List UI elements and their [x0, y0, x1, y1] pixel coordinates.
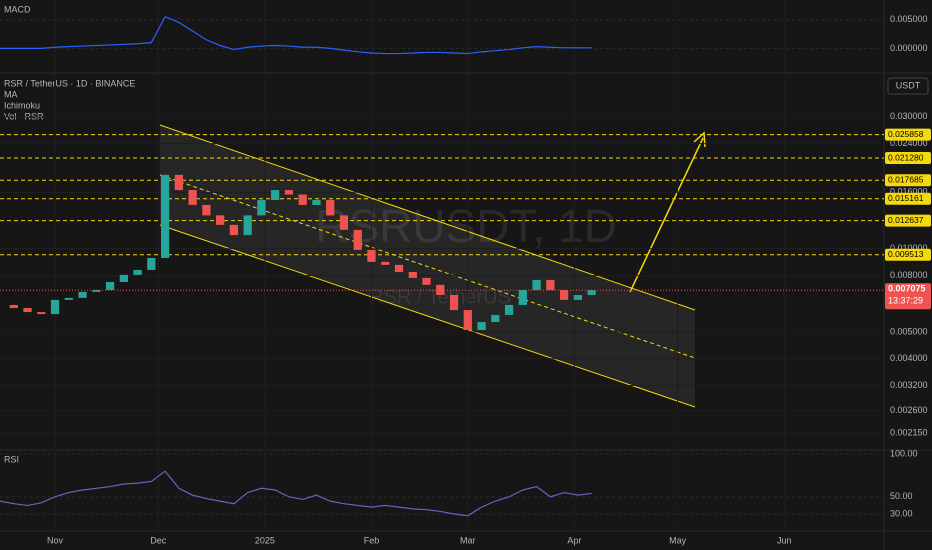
macd-title: MACD [4, 4, 31, 14]
y-tick-label: 0.024000 [890, 138, 928, 148]
channel-mid [159, 174, 696, 359]
y-tick-label: 0.004000 [890, 353, 928, 363]
candle [105, 281, 115, 290]
y-tick-label: 0.010000 [890, 243, 928, 253]
candle [284, 190, 294, 195]
candle [37, 312, 46, 315]
candle [463, 310, 472, 331]
candle [64, 297, 73, 300]
countdown: 13:37:29 [888, 296, 923, 306]
candle [119, 274, 128, 282]
candle [518, 289, 527, 305]
x-tick-label: May [669, 535, 687, 545]
level-tag [885, 128, 931, 141]
candle [367, 249, 376, 262]
level-label: 0.021280 [888, 152, 924, 162]
y-tick-label: 0.008000 [890, 270, 928, 280]
candle [298, 194, 307, 205]
candle [23, 308, 32, 313]
y-tick-label: 0.030000 [890, 111, 928, 121]
candle [271, 190, 280, 201]
rsi-tick-label: 30.00 [890, 508, 913, 518]
y-tick-label: 0.016000 [890, 187, 928, 197]
indicator: MA [4, 89, 18, 99]
candle [92, 289, 101, 292]
level-label: 0.012637 [888, 215, 924, 225]
y-tick-label: 0.005000 [890, 326, 928, 336]
x-tick-label: Jun [777, 535, 792, 545]
currency[interactable]: USDT [896, 80, 921, 90]
candle [532, 279, 541, 290]
level-label: 0.025858 [888, 129, 924, 139]
channel-upper [159, 124, 696, 311]
x-tick-label: Apr [567, 535, 581, 545]
macd-tick-label: 0.005000 [890, 14, 928, 24]
symbol-title: RSR / TetherUS · 1D · BINANCE [4, 78, 135, 88]
candle [160, 174, 170, 258]
candle [174, 174, 183, 191]
candle [436, 284, 445, 296]
level-label: 0.017685 [888, 175, 924, 185]
macd-tick-label: 0.000000 [890, 43, 928, 53]
x-tick-label: Nov [47, 535, 64, 545]
level-tag [885, 192, 931, 205]
level-tag [885, 214, 931, 227]
level-tag [885, 152, 931, 165]
y-tick-label: 0.002150 [890, 428, 928, 438]
level-label: 0.009513 [888, 249, 924, 259]
arrow-head [693, 131, 706, 148]
macd-line [0, 15, 592, 55]
candle [408, 271, 417, 278]
watermark: RSRUSDT, 1D [315, 200, 617, 252]
candle [394, 264, 404, 272]
candle [339, 215, 349, 230]
level-tag [885, 174, 931, 187]
candle [257, 200, 266, 216]
candle [422, 277, 431, 285]
candle [477, 322, 486, 331]
target-arrow [629, 137, 704, 293]
rsi-tick-label: 100.00 [890, 448, 918, 458]
candle [202, 204, 211, 216]
candle [133, 269, 142, 275]
candle [573, 295, 582, 300]
x-tick-label: Feb [364, 535, 380, 545]
watermark-sub: RSR / TetherUS [369, 286, 511, 308]
candle [546, 279, 555, 290]
candle [381, 261, 390, 265]
x-tick-label: 2025 [255, 535, 275, 545]
x-tick-label: Mar [460, 535, 476, 545]
candle [216, 215, 225, 225]
indicator: Ichimoku [4, 100, 40, 110]
rsi-title: RSI [4, 454, 19, 464]
candle [559, 289, 569, 300]
last-price-label: 0.007075 [888, 284, 926, 294]
candle [229, 224, 239, 236]
x-tick-label: Dec [150, 535, 167, 545]
candle [504, 304, 514, 315]
y-tick-label: 0.003200 [890, 380, 928, 390]
candle [147, 257, 156, 270]
candle [491, 314, 500, 323]
candle [243, 215, 252, 236]
level-tag [885, 248, 931, 261]
channel-lower [159, 224, 696, 408]
level-label: 0.015161 [888, 193, 924, 203]
rsi-line [0, 470, 592, 517]
candle [587, 290, 596, 296]
y-tick-label: 0.002600 [890, 405, 928, 415]
candle [312, 200, 321, 205]
candle [78, 291, 87, 298]
last-price-tag [885, 283, 931, 310]
candle [353, 229, 362, 250]
candle [50, 299, 60, 315]
candle [449, 295, 459, 311]
candle [9, 304, 18, 309]
candle [326, 200, 335, 216]
rsi-tick-label: 50.00 [890, 491, 913, 501]
candle [188, 190, 197, 205]
currency-box[interactable] [887, 77, 929, 95]
